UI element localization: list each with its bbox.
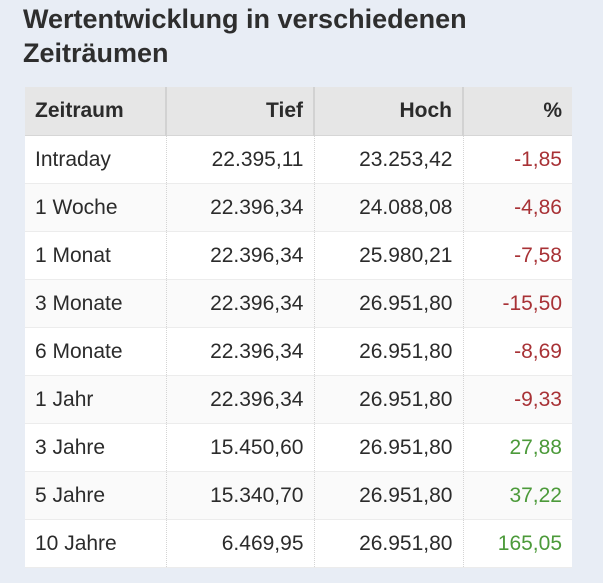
percent-cell: -7,58 <box>463 231 572 280</box>
percent-cell: 165,05 <box>463 519 572 568</box>
low-cell: 22.396,34 <box>166 231 315 280</box>
percent-cell: 37,22 <box>463 471 572 520</box>
high-cell: 26.951,80 <box>314 423 464 472</box>
table-row: Intraday 22.395,11 23.253,42 -1,85 <box>25 135 572 184</box>
table-row: 3 Jahre 15.450,60 26.951,80 27,88 <box>25 423 572 472</box>
high-cell: 26.951,80 <box>314 279 464 328</box>
low-cell: 22.396,34 <box>166 327 315 376</box>
column-header-low[interactable]: Tief <box>166 87 315 136</box>
low-cell: 22.396,34 <box>166 183 315 232</box>
percent-cell: 27,88 <box>463 423 572 472</box>
column-header-percent[interactable]: % <box>463 87 572 136</box>
table-row: 1 Monat 22.396,34 25.980,21 -7,58 <box>25 231 572 280</box>
period-cell: 5 Jahre <box>25 471 167 520</box>
table-header-row: Zeitraum Tief Hoch % <box>25 87 572 136</box>
table-row: 10 Jahre 6.469,95 26.951,80 165,05 <box>25 519 572 568</box>
high-cell: 26.951,80 <box>314 519 464 568</box>
high-cell: 23.253,42 <box>314 135 464 184</box>
low-cell: 6.469,95 <box>166 519 315 568</box>
table-row: 1 Jahr 22.396,34 26.951,80 -9,33 <box>25 375 572 424</box>
high-cell: 25.980,21 <box>314 231 464 280</box>
high-cell: 26.951,80 <box>314 327 464 376</box>
percent-cell: -9,33 <box>463 375 572 424</box>
period-cell: 10 Jahre <box>25 519 167 568</box>
low-cell: 22.396,34 <box>166 279 315 328</box>
low-cell: 15.340,70 <box>166 471 315 520</box>
low-cell: 15.450,60 <box>166 423 315 472</box>
percent-cell: -4,86 <box>463 183 572 232</box>
period-cell: 6 Monate <box>25 327 167 376</box>
percent-cell: -8,69 <box>463 327 572 376</box>
percent-cell: -15,50 <box>463 279 572 328</box>
table-row: 3 Monate 22.396,34 26.951,80 -15,50 <box>25 279 572 328</box>
high-cell: 24.088,08 <box>314 183 464 232</box>
period-cell: 1 Jahr <box>25 375 167 424</box>
column-header-high[interactable]: Hoch <box>314 87 464 136</box>
performance-table: Zeitraum Tief Hoch % Intraday 22.395,11 23… <box>25 87 572 568</box>
period-cell: 3 Jahre <box>25 423 167 472</box>
low-cell: 22.396,34 <box>166 375 315 424</box>
period-cell: 1 Monat <box>25 231 167 280</box>
table-row: 6 Monate 22.396,34 26.951,80 -8,69 <box>25 327 572 376</box>
table-row: 5 Jahre 15.340,70 26.951,80 37,22 <box>25 471 572 520</box>
section-title: Wertentwicklung in verschiedenen Zeiträu… <box>23 4 467 68</box>
high-cell: 26.951,80 <box>314 471 464 520</box>
high-cell: 26.951,80 <box>314 375 464 424</box>
period-cell: Intraday <box>25 135 167 184</box>
percent-cell: -1,85 <box>463 135 572 184</box>
low-cell: 22.395,11 <box>166 135 315 184</box>
table-row: 1 Woche 22.396,34 24.088,08 -4,86 <box>25 183 572 232</box>
period-cell: 1 Woche <box>25 183 167 232</box>
column-header-period[interactable]: Zeitraum <box>25 87 167 136</box>
period-cell: 3 Monate <box>25 279 167 328</box>
